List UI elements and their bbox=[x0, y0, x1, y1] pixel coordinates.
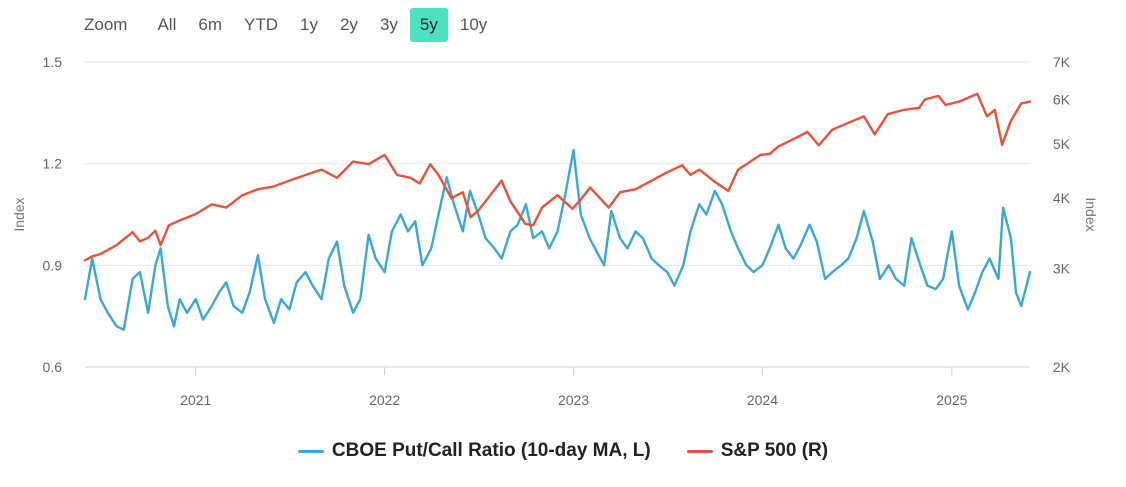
range-button-1y[interactable]: 1y bbox=[300, 15, 318, 34]
y-right-tick-label: 7K bbox=[1053, 54, 1071, 70]
y-right-tick-label: 6K bbox=[1053, 92, 1071, 108]
range-button-ytd[interactable]: YTD bbox=[244, 15, 278, 34]
legend-swatch-sp500 bbox=[686, 449, 713, 453]
legend: CBOE Put/Call Ratio (10-day MA, L) S&P 5… bbox=[0, 440, 1126, 462]
zoom-label: Zoom bbox=[84, 15, 128, 34]
legend-item-put-call[interactable]: CBOE Put/Call Ratio (10-day MA, L) bbox=[297, 440, 651, 462]
range-button-all[interactable]: All bbox=[157, 15, 177, 34]
range-button-2y[interactable]: 2y bbox=[339, 15, 358, 34]
y-axis-left-ticks: 0.6 0.9 1.2 1.5 bbox=[43, 54, 63, 375]
series-line-sp500 bbox=[83, 92, 1032, 262]
range-selector: Zoom All 6m YTD 1y 2y 3y 5y 10y bbox=[78, 8, 499, 42]
range-button-5y[interactable]: 5y bbox=[409, 8, 448, 42]
legend-item-sp500[interactable]: S&P 500 (R) bbox=[686, 440, 829, 462]
range-button-6m[interactable]: 6m bbox=[198, 15, 222, 34]
y-left-tick-label: 0.6 bbox=[43, 359, 63, 375]
legend-label-sp500: S&P 500 (R) bbox=[720, 440, 829, 461]
gridlines bbox=[85, 61, 1030, 266]
y-left-tick-label: 1.2 bbox=[43, 156, 63, 172]
series-lines bbox=[83, 92, 1032, 331]
y-right-tick-label: 3K bbox=[1053, 260, 1071, 276]
x-tick-label: 2023 bbox=[558, 392, 589, 408]
y-right-tick-label: 5K bbox=[1053, 136, 1071, 152]
y-left-tick-label: 0.9 bbox=[43, 257, 63, 273]
x-axis-ticks: 2021 2022 2023 2024 2025 bbox=[180, 367, 968, 408]
series-line-put-call bbox=[83, 148, 1032, 331]
x-tick-label: 2021 bbox=[180, 392, 211, 408]
y-left-tick-label: 1.5 bbox=[43, 54, 63, 70]
range-button-10y[interactable]: 10y bbox=[459, 15, 488, 34]
y-axis-right-ticks: 2K 3K 4K 5K 6K 7K bbox=[1053, 54, 1071, 375]
legend-label-put-call: CBOE Put/Call Ratio (10-day MA, L) bbox=[331, 440, 651, 461]
x-tick-label: 2024 bbox=[747, 392, 778, 408]
y-right-tick-label: 2K bbox=[1053, 359, 1071, 375]
x-tick-label: 2022 bbox=[369, 392, 400, 408]
legend-swatch-put-call bbox=[297, 449, 324, 453]
y-axis-left-title: Index bbox=[11, 197, 27, 231]
range-button-3y[interactable]: 3y bbox=[379, 15, 398, 34]
y-axis-right-title: Index bbox=[1083, 197, 1099, 231]
y-right-tick-label: 4K bbox=[1053, 190, 1071, 206]
x-tick-label: 2025 bbox=[936, 392, 967, 408]
